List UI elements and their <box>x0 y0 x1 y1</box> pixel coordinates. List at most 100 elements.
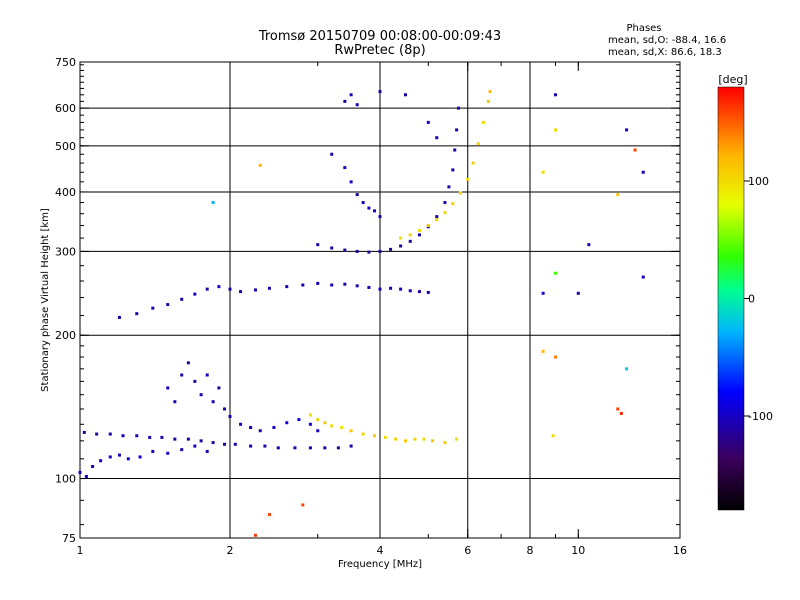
data-point <box>355 284 359 288</box>
phases-mean-x: mean, sd,X: 86.6, 18.3 <box>608 47 722 58</box>
data-point <box>151 306 155 310</box>
data-point <box>457 106 461 110</box>
data-point <box>301 503 305 507</box>
data-point <box>466 177 470 181</box>
data-point <box>267 513 271 517</box>
data-point <box>160 435 164 439</box>
data-point <box>316 429 320 433</box>
data-point <box>211 441 215 445</box>
data-point <box>625 367 629 371</box>
data-point <box>417 233 421 237</box>
data-point <box>173 400 177 404</box>
data-point <box>408 289 412 293</box>
data-point <box>308 446 312 450</box>
data-point <box>458 191 462 195</box>
data-point <box>367 250 371 254</box>
y-tick-label: 600 <box>55 102 76 115</box>
data-point <box>193 292 197 296</box>
data-point <box>417 290 421 294</box>
data-point <box>408 239 412 243</box>
data-point <box>233 442 237 446</box>
chart-title-line-2: RwPretec (8p) <box>334 43 425 58</box>
data-point <box>285 285 289 289</box>
colorbar-tick-label: 100 <box>748 175 769 188</box>
data-point <box>301 283 305 287</box>
data-point <box>340 425 344 429</box>
y-tick-label: 400 <box>55 186 76 199</box>
data-point <box>91 464 95 468</box>
data-point <box>199 439 203 443</box>
data-point <box>476 142 480 146</box>
data-point <box>186 437 190 441</box>
data-point <box>316 243 320 247</box>
data-point <box>308 413 312 417</box>
data-point <box>641 275 645 279</box>
data-point <box>126 457 130 461</box>
data-point <box>378 249 382 253</box>
data-point <box>249 444 253 448</box>
data-point <box>205 373 209 377</box>
data-point <box>117 453 121 457</box>
data-point <box>426 224 430 228</box>
data-point <box>361 201 365 205</box>
data-point <box>151 449 155 453</box>
data-point <box>84 474 88 478</box>
data-point <box>148 435 152 439</box>
data-point <box>217 285 221 289</box>
data-point <box>481 120 485 124</box>
y-tick-label: 500 <box>55 140 76 153</box>
data-point <box>99 459 103 463</box>
data-point <box>135 312 139 316</box>
data-point <box>389 286 393 290</box>
x-axis-ticks: 1 2 4 6 8 10 16 <box>77 62 687 557</box>
data-point <box>343 99 347 103</box>
data-point <box>417 228 421 232</box>
phases-mean-o: mean, sd,O: -88.4, 16.6 <box>608 35 726 46</box>
data-point <box>378 287 382 291</box>
phases-heading: Phases <box>626 23 661 34</box>
y-axis-label: Stationary phase Virtual Height [km] <box>40 208 51 392</box>
data-point <box>166 386 170 390</box>
data-point <box>205 449 209 453</box>
data-point <box>330 283 334 287</box>
data-point <box>228 287 232 291</box>
y-tick-label: 75 <box>62 532 76 545</box>
data-point <box>205 287 209 291</box>
colorbar-title: [deg] <box>718 73 747 86</box>
data-point <box>95 432 99 436</box>
y-axis-ticks: 75 100 200 300 400 500 600 750 <box>55 56 680 545</box>
data-point <box>138 455 142 459</box>
data-point <box>316 281 320 285</box>
data-point <box>267 286 271 290</box>
colorbar <box>717 86 745 511</box>
data-point <box>389 247 393 251</box>
data-point <box>180 373 184 377</box>
data-point <box>343 282 347 286</box>
data-point <box>336 446 340 450</box>
data-point <box>367 206 371 210</box>
data-point <box>443 211 447 215</box>
data-point <box>431 439 435 443</box>
chart-title-line-1: Tromsø 20150709 00:08:00-00:09:43 <box>258 29 501 44</box>
data-point <box>619 411 623 415</box>
data-point <box>355 103 359 107</box>
data-point <box>223 442 227 446</box>
data-point <box>426 290 430 294</box>
data-point <box>394 437 398 441</box>
data-point <box>330 424 334 428</box>
data-point <box>413 437 417 441</box>
data-point <box>435 218 439 222</box>
data-point <box>349 429 353 433</box>
x-tick-label: 1 <box>77 544 84 557</box>
data-point <box>373 209 377 213</box>
data-point <box>316 418 320 422</box>
data-point <box>308 422 312 426</box>
data-point <box>451 202 455 206</box>
data-point <box>180 297 184 301</box>
y-tick-label: 200 <box>55 329 76 342</box>
data-point <box>166 303 170 307</box>
x-tick-label: 6 <box>464 544 471 557</box>
data-point <box>276 446 280 450</box>
data-point <box>641 170 645 174</box>
data-point <box>403 439 407 443</box>
